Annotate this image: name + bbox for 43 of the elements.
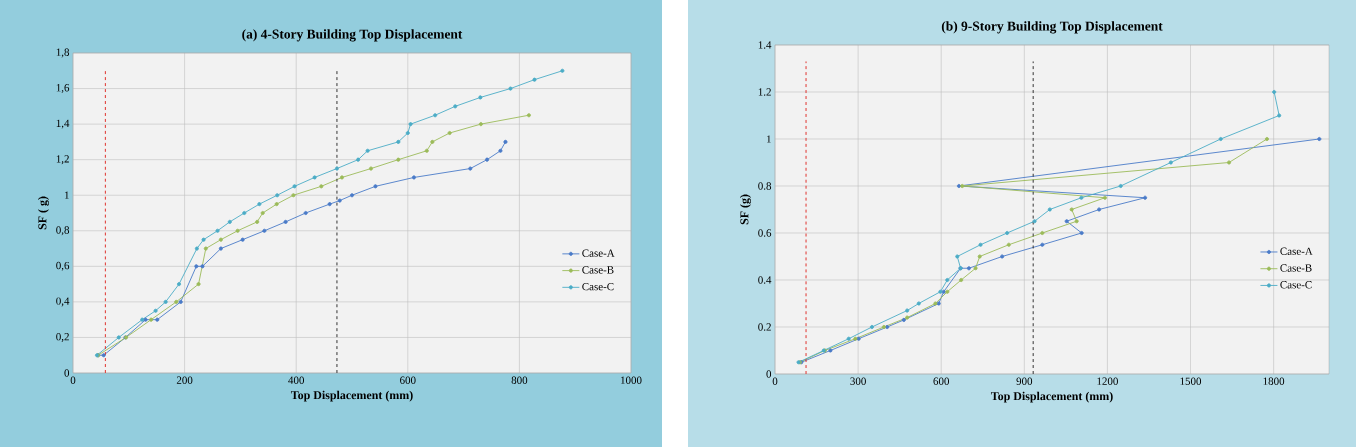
x-tick-label: 600 [400, 376, 416, 384]
x-tick-label: 0 [70, 376, 76, 384]
x-tick-label: 600 [933, 377, 950, 385]
legend-label: Case-C [582, 282, 614, 291]
x-tick-label: 1800 [1263, 377, 1285, 385]
x-axis-title: Top Displacement (mm) [990, 391, 1113, 403]
x-tick-label: 800 [511, 376, 528, 384]
y-tick-label: 1 [766, 135, 771, 143]
legend-label: Case-B [582, 266, 614, 274]
x-tick-label: 1000 [621, 376, 642, 384]
y-tick-label: 1,8 [56, 48, 70, 58]
x-axis-title: Top Displacement (mm) [290, 390, 413, 402]
y-tick-label: 1 [64, 191, 69, 199]
y-tick-label: 0,4 [56, 297, 70, 307]
y-tick-label: 0.4 [758, 276, 772, 284]
y-tick-label: 0 [64, 369, 70, 377]
y-tick-label: 1.2 [758, 88, 771, 96]
legend-label: Case-A [1280, 247, 1313, 255]
legend-label: Case-B [1280, 264, 1312, 272]
y-tick-label: 0.2 [758, 323, 771, 331]
x-tick-label: 900 [1016, 377, 1033, 385]
x-tick-label: 0 [772, 377, 778, 385]
y-axis-title: SF ( g) [38, 196, 49, 230]
y-tick-label: 1,4 [56, 119, 70, 129]
y-tick-label: 0.8 [758, 182, 772, 190]
y-tick-label: 0.6 [758, 229, 772, 237]
y-tick-label: 0,6 [56, 261, 70, 271]
y-tick-label: 1,6 [56, 84, 70, 94]
x-tick-label: 400 [288, 376, 305, 384]
x-tick-label: 1500 [1180, 377, 1202, 385]
legend-label: Case-A [582, 249, 615, 257]
y-tick-label: 1,2 [56, 155, 69, 165]
y-tick-label: 0,8 [56, 226, 70, 236]
x-tick-label: 200 [176, 376, 193, 384]
y-axis-title: SF (g) [740, 194, 751, 225]
chart-title: (b) 9-Story Building Top Displacement [941, 21, 1163, 34]
x-tick-label: 1200 [1097, 377, 1118, 385]
x-tick-label: 300 [850, 377, 866, 385]
legend-label: Case-C [1280, 281, 1312, 289]
chart-title: (a) 4-Story Building Top Displacement [242, 29, 463, 42]
y-tick-label: 0 [766, 370, 772, 378]
y-tick-label: 1.4 [758, 41, 772, 49]
y-tick-label: 0,2 [56, 332, 69, 342]
